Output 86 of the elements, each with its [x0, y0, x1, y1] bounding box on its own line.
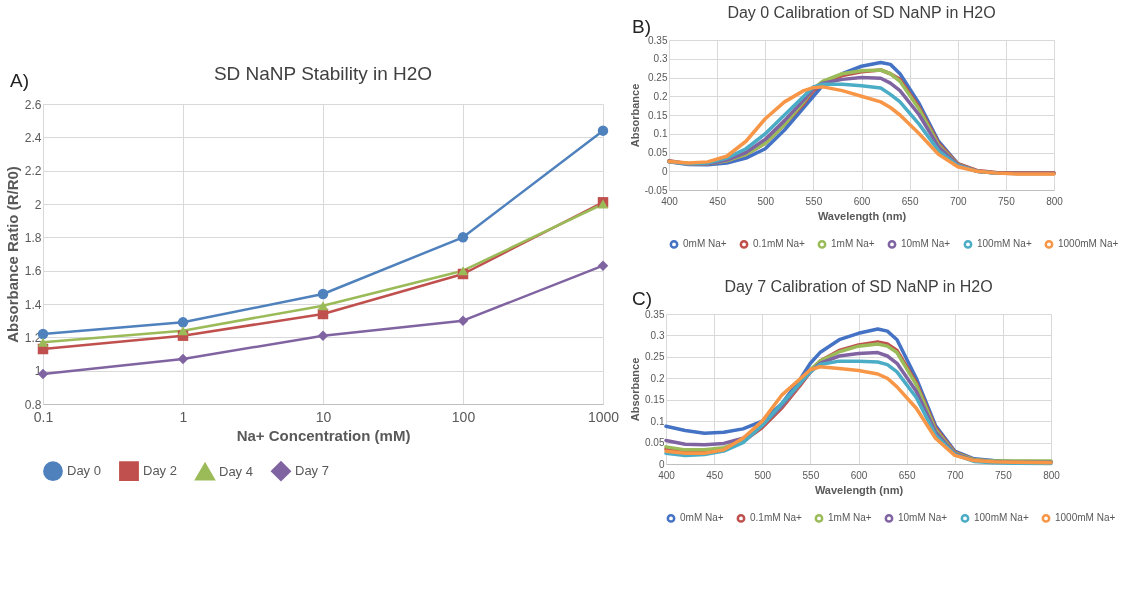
x-axis-title: Wavelength (nm) — [817, 209, 907, 222]
y-tick-label: 0.35 — [648, 34, 668, 46]
legend-label: 1mM Na+ — [831, 238, 875, 250]
point — [177, 317, 189, 328]
y-tick-label: 2.2 — [24, 164, 42, 179]
y-tick-label: 0.25 — [648, 72, 668, 83]
y-tick-label: 0 — [661, 165, 668, 177]
y-tick-label: 0.3 — [650, 329, 665, 341]
point — [317, 301, 329, 311]
legend-label: 1mM Na+ — [828, 512, 872, 524]
x-tick-label: 650 — [901, 195, 919, 207]
legend-label: 1000mM Na+ — [1055, 512, 1116, 524]
y-tick-label: 0.05 — [645, 437, 665, 449]
x-tick-label: 700 — [946, 469, 965, 481]
point — [177, 353, 189, 365]
point — [597, 125, 609, 136]
x-tick-label: 100 — [451, 408, 476, 425]
point — [457, 315, 469, 326]
legend-label: 100mM Na+ — [977, 238, 1032, 250]
x-tick-label: 800 — [1043, 469, 1061, 481]
y-tick-label: 0.05 — [648, 147, 668, 158]
y-tick-label: 0.1 — [653, 128, 668, 140]
x-tick-label: 650 — [898, 469, 916, 481]
legend-label: 0.1mM Na+ — [750, 512, 803, 524]
y-tick-label: 0.2 — [653, 90, 668, 102]
legend-label: 100mM Na+ — [974, 512, 1029, 524]
x-tick-label: 500 — [754, 469, 772, 481]
legend-label: Day 0 — [67, 463, 101, 479]
y-tick-label: 0.15 — [645, 394, 665, 406]
y-axis-title: Absorbance — [628, 83, 641, 148]
x-tick-label: 450 — [706, 469, 724, 481]
y-axis-title: Absorbance Ratio (R/R0) — [3, 166, 21, 343]
text: C) — [632, 288, 653, 310]
x-tick-label: 550 — [802, 469, 820, 481]
legend-label: 0mM Na+ — [683, 238, 727, 250]
legend-label: Day 4 — [219, 463, 253, 479]
y-tick-label: 2.4 — [24, 130, 42, 145]
x-tick-label: 400 — [661, 195, 679, 207]
x-tick-label: 1 — [179, 408, 188, 425]
x-axis-title: Na+ Concentration (mM) — [236, 426, 411, 444]
y-tick-label: 1.4 — [24, 297, 42, 312]
y-axis-title: Absorbance — [629, 357, 642, 422]
point — [457, 266, 469, 276]
legend-label: 0.1mM Na+ — [753, 238, 806, 250]
chart-title: Day 0 Calibration of SD NaNP in H2O — [727, 4, 996, 21]
chart-title: SD NaNP Stability in H2O — [213, 63, 433, 84]
x-tick-label: 10 — [315, 408, 332, 425]
legend-label: 1000mM Na+ — [1058, 238, 1119, 250]
x-tick-label: 400 — [658, 469, 676, 481]
x-tick-label: 600 — [853, 195, 871, 207]
point — [457, 232, 469, 243]
legend-label: 10mM Na+ — [898, 512, 948, 524]
y-tick-label: 2 — [34, 197, 42, 212]
y-tick-label: 2.6 — [24, 97, 42, 112]
legend-label: Day 2 — [143, 463, 177, 479]
point — [317, 330, 329, 341]
x-tick-label: 750 — [998, 195, 1016, 207]
point — [597, 260, 609, 271]
x-tick-label: 1000 — [587, 408, 620, 425]
text: B) — [632, 16, 651, 37]
x-tick-label: 450 — [709, 195, 727, 207]
y-tick-label: 0.25 — [645, 351, 665, 363]
point — [177, 326, 189, 336]
legend-label: Day 7 — [295, 463, 329, 479]
y-tick-label: 0.15 — [648, 109, 668, 121]
point — [37, 368, 49, 380]
legend-label: 10mM Na+ — [901, 238, 951, 250]
point — [317, 288, 329, 300]
y-tick-label: 1.6 — [24, 264, 42, 279]
x-tick-label: 550 — [805, 195, 823, 207]
y-tick-label: 0.35 — [645, 308, 665, 320]
x-tick-label: 500 — [757, 195, 775, 207]
text: A) — [10, 70, 29, 92]
x-tick-label: 750 — [995, 469, 1013, 481]
chart-title: Day 7 Calibration of SD NaNP in H2O — [724, 278, 993, 295]
y-tick-label: 0 — [658, 458, 665, 470]
x-tick-label: 600 — [850, 469, 868, 481]
y-tick-label: 1.8 — [24, 230, 42, 245]
x-tick-label: 700 — [949, 195, 968, 207]
y-tick-label: -0.05 — [644, 184, 668, 196]
legend-label: 0mM Na+ — [680, 512, 724, 524]
y-tick-label: 0.2 — [650, 372, 665, 384]
x-axis-title: Wavelength (nm) — [814, 483, 904, 496]
y-tick-label: 0.3 — [653, 53, 668, 65]
y-tick-label: 0.8 — [24, 397, 42, 412]
x-tick-label: 800 — [1046, 195, 1064, 207]
